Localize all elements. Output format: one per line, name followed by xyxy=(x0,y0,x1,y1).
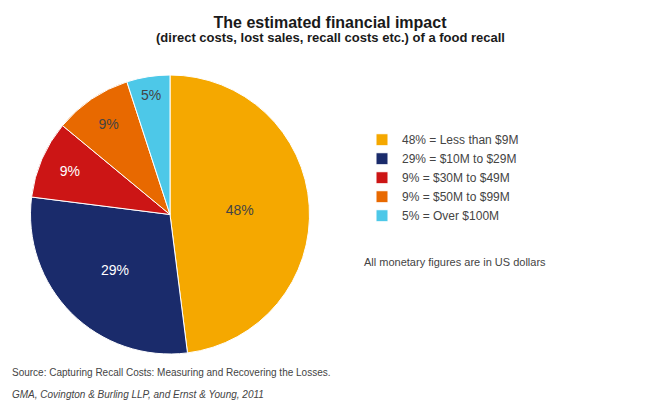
svg-text:5%: 5% xyxy=(141,87,161,103)
svg-text:The estimated financial impact: The estimated financial impact xyxy=(214,14,448,31)
svg-text:Source: Capturing Recall Costs: Source: Capturing Recall Costs: Measurin… xyxy=(12,367,331,378)
svg-text:9% = $30M to $49M: 9% = $30M to $49M xyxy=(402,171,510,185)
svg-text:48%: 48% xyxy=(226,202,254,218)
svg-text:48% = Less than $9M: 48% = Less than $9M xyxy=(402,133,518,147)
svg-text:(direct costs, lost sales, rec: (direct costs, lost sales, recall costs … xyxy=(156,30,505,45)
svg-text:29% = $10M to $29M: 29% = $10M to $29M xyxy=(402,152,516,166)
svg-text:GMA, Covington & Burling LLP,: GMA, Covington & Burling LLP, and Ernst … xyxy=(12,389,264,400)
svg-text:5% = Over $100M: 5% = Over $100M xyxy=(402,209,499,223)
svg-text:All monetary figures are in US: All monetary figures are in US dollars xyxy=(364,256,546,268)
svg-text:9%: 9% xyxy=(99,116,119,132)
svg-text:29%: 29% xyxy=(101,262,129,278)
svg-text:9%: 9% xyxy=(60,163,80,179)
svg-text:9% = $50M to $99M: 9% = $50M to $99M xyxy=(402,190,510,204)
